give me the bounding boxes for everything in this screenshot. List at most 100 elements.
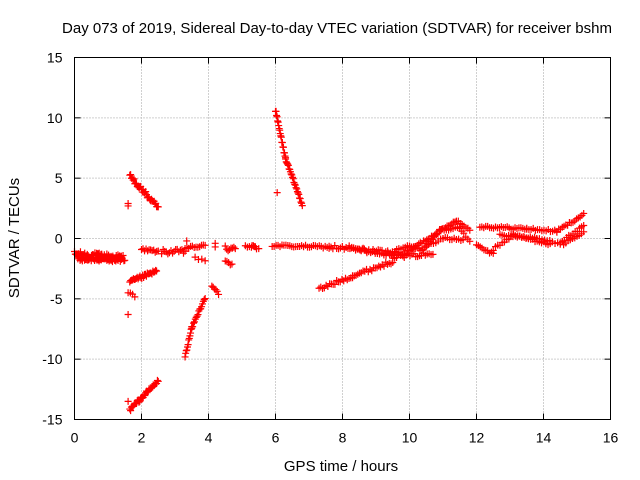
y-tick-label: -5: [50, 291, 63, 307]
data-point: [196, 243, 204, 251]
data-point: [211, 243, 219, 251]
data-point: [201, 295, 209, 303]
x-tick-label: 6: [272, 430, 280, 446]
data-point: [297, 198, 305, 206]
data-point: [154, 377, 162, 385]
chart-title: Day 073 of 2019, Sidereal Day-to-day VTE…: [62, 20, 612, 37]
data-point: [183, 346, 191, 354]
data-point: [295, 190, 303, 198]
data-point: [292, 184, 300, 192]
x-tick-label: 8: [339, 430, 347, 446]
data-point: [124, 311, 132, 319]
data-point: [317, 283, 325, 291]
data-point: [580, 209, 588, 217]
data-point: [190, 319, 198, 327]
data-point: [153, 376, 161, 384]
data-point: [117, 255, 125, 263]
data-point: [580, 221, 588, 229]
data-point: [387, 260, 395, 268]
data-point: [169, 249, 177, 257]
data-point: [151, 248, 159, 256]
data-point: [459, 236, 467, 244]
data-point: [333, 276, 341, 284]
x-tick-label: 2: [138, 430, 146, 446]
data-point: [124, 200, 132, 208]
data-point: [289, 173, 297, 181]
data-point: [201, 257, 209, 265]
data-point: [121, 256, 129, 264]
x-tick-label: 0: [71, 430, 79, 446]
x-tick-label: 4: [205, 430, 213, 446]
data-point: [287, 170, 295, 178]
y-axis-label: SDTVAR / TECUs: [6, 178, 23, 298]
data-point: [284, 161, 292, 169]
data-point: [489, 246, 497, 254]
data-point: [231, 245, 239, 253]
data-point: [135, 398, 143, 406]
data-point: [255, 245, 263, 253]
data-point: [153, 267, 161, 275]
y-tick-label: 5: [55, 170, 63, 186]
data-point: [460, 229, 468, 237]
data-point: [131, 293, 139, 301]
data-point: [354, 270, 362, 278]
data-point: [289, 175, 297, 183]
y-tick-label: 10: [47, 110, 63, 126]
data-point: [580, 228, 588, 236]
data-point: [193, 312, 201, 320]
axis-ticks: 0 2 4 6 8 10 12 14 16 -15 -10 -5 0 5 10 15: [42, 50, 618, 446]
data-point: [130, 175, 138, 183]
data-point: [181, 353, 189, 361]
data-point: [152, 199, 160, 207]
data-point: [119, 251, 127, 259]
data-point: [213, 287, 221, 295]
data-point: [226, 261, 234, 269]
data-point: [273, 189, 281, 197]
data-point: [215, 290, 223, 298]
data-point: [291, 180, 299, 188]
data-point: [187, 329, 195, 337]
x-tick-label: 10: [402, 430, 418, 446]
data-point: [466, 237, 474, 245]
data-point: [124, 397, 132, 405]
data-point: [201, 241, 209, 249]
data-point: [141, 189, 149, 197]
data-point: [429, 250, 437, 258]
y-tick-label: -10: [42, 351, 62, 367]
data-point: [294, 189, 302, 197]
data-point: [369, 246, 377, 254]
data-point: [296, 195, 304, 203]
data-point: [466, 226, 474, 234]
data-point: [127, 407, 135, 415]
y-tick-label: -15: [42, 412, 62, 428]
x-tick-label: 14: [536, 430, 552, 446]
data-point: [103, 250, 111, 258]
data-point: [184, 341, 192, 349]
data-point: [228, 260, 236, 268]
data-point: [223, 257, 231, 265]
data-point: [142, 188, 150, 196]
data-point: [164, 250, 172, 258]
data-point: [127, 171, 135, 179]
data-point: [152, 266, 160, 274]
y-tick-label: 0: [55, 231, 63, 247]
data-point: [154, 203, 162, 211]
data-point: [136, 397, 144, 405]
x-axis-label: GPS time / hours: [284, 458, 398, 475]
data-point: [298, 202, 306, 210]
x-tick-label: 12: [469, 430, 485, 446]
data-point: [230, 243, 238, 251]
data-point: [331, 280, 339, 288]
x-tick-label: 16: [603, 430, 619, 446]
data-point: [434, 230, 442, 238]
data-point: [198, 255, 206, 263]
y-tick-label: 15: [47, 50, 63, 66]
data-point: [221, 242, 229, 250]
data-points: [71, 107, 588, 415]
data-point: [212, 286, 220, 294]
data-point: [284, 160, 292, 168]
data-point: [456, 223, 464, 231]
data-point: [194, 311, 202, 319]
data-point: [200, 296, 208, 304]
